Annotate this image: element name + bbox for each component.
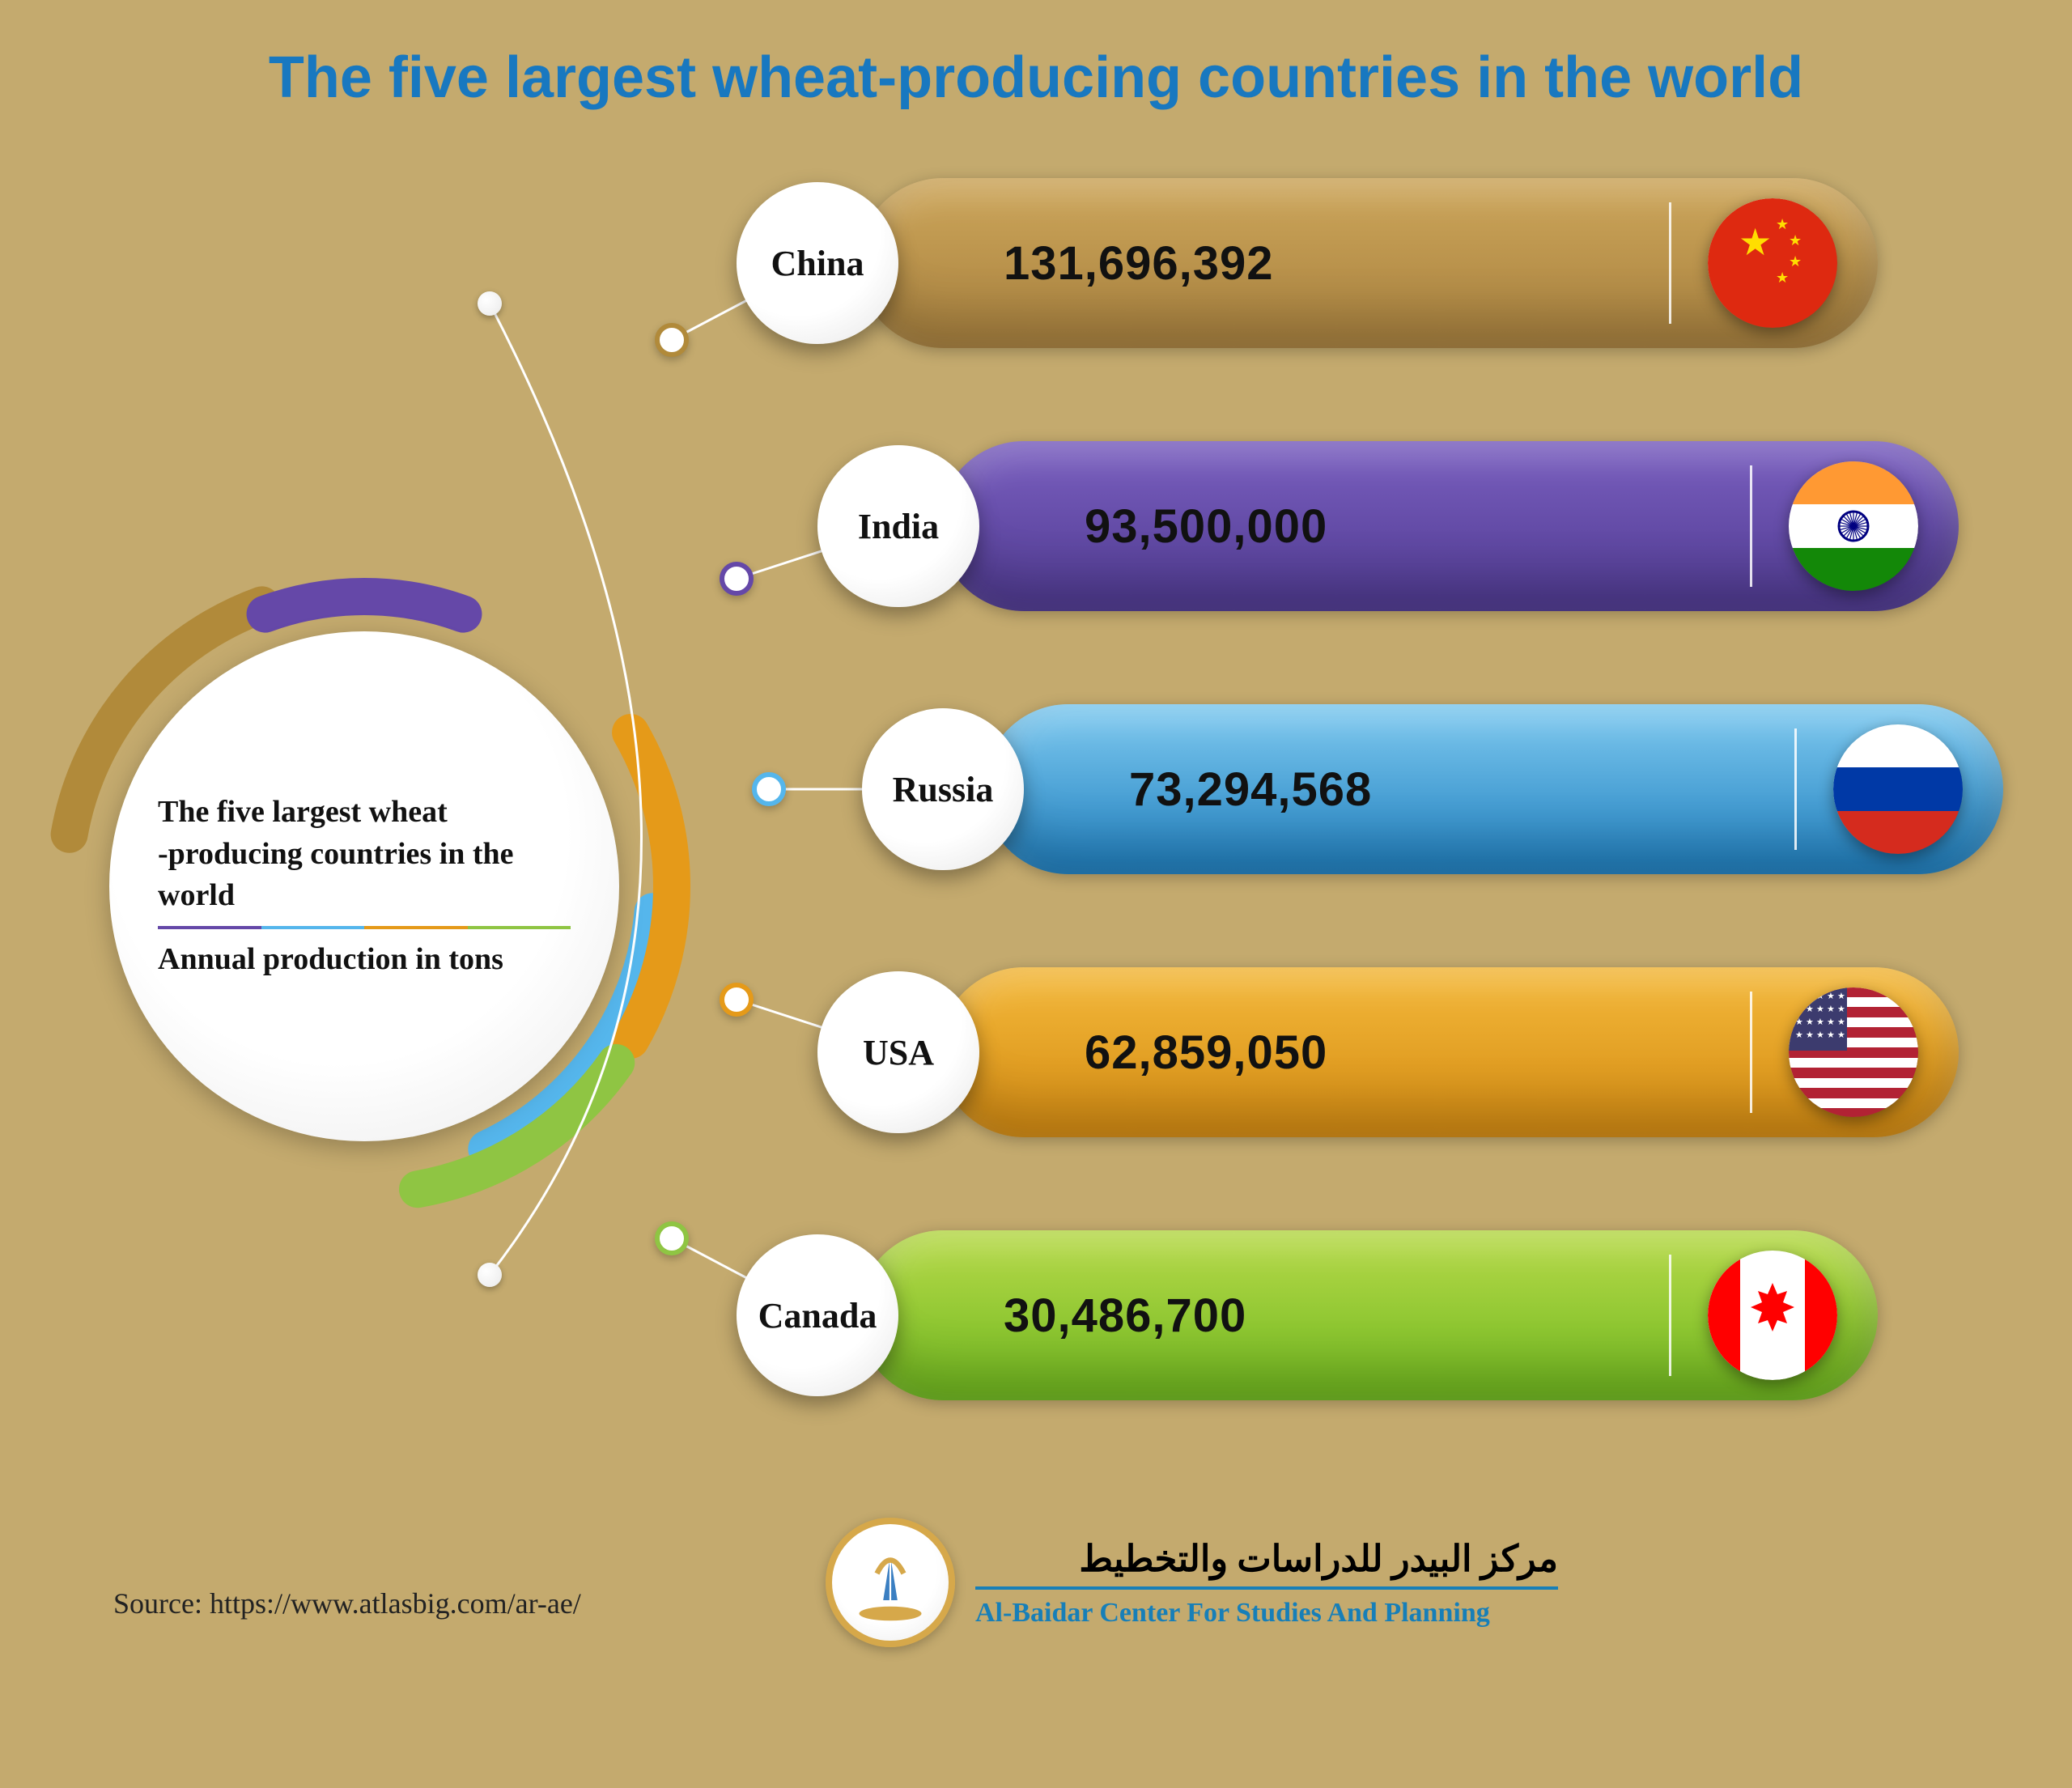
row-label-circle: USA	[817, 971, 979, 1133]
row-label-circle: India	[817, 445, 979, 607]
svg-text:★: ★	[1795, 1030, 1803, 1040]
svg-text:★: ★	[1789, 232, 1802, 248]
node-dot	[720, 562, 754, 596]
footer-divider	[975, 1586, 1558, 1590]
footer-logo	[826, 1518, 955, 1647]
row-divider	[1794, 728, 1797, 850]
svg-text:★: ★	[1739, 222, 1772, 263]
row-pill-china: 131,696,392 ★ ★ ★ ★ ★	[858, 178, 1878, 348]
hub-circle: The five largest wheat -producing countr…	[109, 631, 619, 1141]
row-label-circle: Russia	[862, 708, 1024, 870]
row-pill-usa: 62,859,050 ★★★★★★★★★★★★★★★★★★★★	[939, 967, 1959, 1137]
row-value: 73,294,568	[1129, 762, 1372, 817]
hub-subtitle: Annual production in tons	[158, 939, 571, 980]
hub-divider	[158, 926, 571, 929]
svg-text:★: ★	[1789, 253, 1802, 270]
flag-china-icon: ★ ★ ★ ★ ★	[1708, 198, 1837, 328]
row-label-circle: China	[737, 182, 898, 344]
footer-text-block: مركز البيدر للدراسات والتخطيط Al-Baidar …	[975, 1537, 1558, 1629]
svg-text:★: ★	[1795, 992, 1803, 1001]
node-dot	[655, 323, 689, 357]
row-divider	[1669, 1255, 1671, 1376]
row-label-circle: Canada	[737, 1234, 898, 1396]
end-dot	[478, 291, 502, 316]
svg-text:★: ★	[1837, 1004, 1845, 1014]
footer-arabic: مركز البيدر للدراسات والتخطيط	[975, 1537, 1558, 1580]
page-title: The five largest wheat-producing countri…	[0, 45, 2072, 111]
hub-line1: The five largest wheat	[158, 792, 571, 833]
svg-text:★: ★	[1776, 216, 1789, 232]
row-value: 62,859,050	[1085, 1026, 1327, 1080]
svg-text:★: ★	[1806, 1017, 1814, 1027]
row-value: 131,696,392	[1004, 236, 1274, 291]
flag-india-icon	[1789, 461, 1918, 591]
node-dot	[752, 772, 786, 806]
row-value: 30,486,700	[1004, 1289, 1246, 1343]
svg-text:★: ★	[1837, 992, 1845, 1001]
end-dot	[478, 1263, 502, 1287]
svg-text:★: ★	[1795, 1004, 1803, 1014]
flag-usa-icon: ★★★★★★★★★★★★★★★★★★★★	[1789, 987, 1918, 1117]
svg-text:★: ★	[1806, 1004, 1814, 1014]
flag-canada-icon	[1708, 1251, 1837, 1380]
svg-text:★: ★	[1776, 270, 1789, 286]
svg-text:★: ★	[1795, 1017, 1803, 1027]
row-pill-canada: 30,486,700	[858, 1230, 1878, 1400]
hub-line3: world	[158, 875, 571, 916]
row-pill-russia: 73,294,568	[983, 704, 2003, 874]
row-divider	[1750, 465, 1752, 587]
hub-line2: -producing countries in the	[158, 834, 571, 875]
svg-text:★: ★	[1837, 1017, 1845, 1027]
row-divider	[1669, 202, 1671, 324]
node-dot	[720, 983, 754, 1017]
svg-text:★: ★	[1806, 992, 1814, 1001]
svg-text:★: ★	[1827, 1030, 1835, 1040]
footer-english: Al-Baidar Center For Studies And Plannin…	[975, 1598, 1558, 1629]
svg-text:★: ★	[1827, 1017, 1835, 1027]
svg-text:★: ★	[1816, 1017, 1824, 1027]
svg-text:★: ★	[1827, 992, 1835, 1001]
footer: مركز البيدر للدراسات والتخطيط Al-Baidar …	[826, 1518, 1558, 1647]
row-divider	[1750, 992, 1752, 1113]
row-value: 93,500,000	[1085, 499, 1327, 554]
node-dot	[655, 1221, 689, 1255]
flag-russia-icon	[1833, 724, 1963, 854]
row-pill-india: 93,500,000	[939, 441, 1959, 611]
svg-text:★: ★	[1816, 1004, 1824, 1014]
source-text: Source: https://www.atlasbig.com/ar-ae/	[113, 1586, 581, 1620]
svg-text:★: ★	[1806, 1030, 1814, 1040]
svg-text:★: ★	[1816, 1030, 1824, 1040]
svg-text:★: ★	[1816, 992, 1824, 1001]
svg-text:★: ★	[1827, 1004, 1835, 1014]
svg-text:★: ★	[1837, 1030, 1845, 1040]
